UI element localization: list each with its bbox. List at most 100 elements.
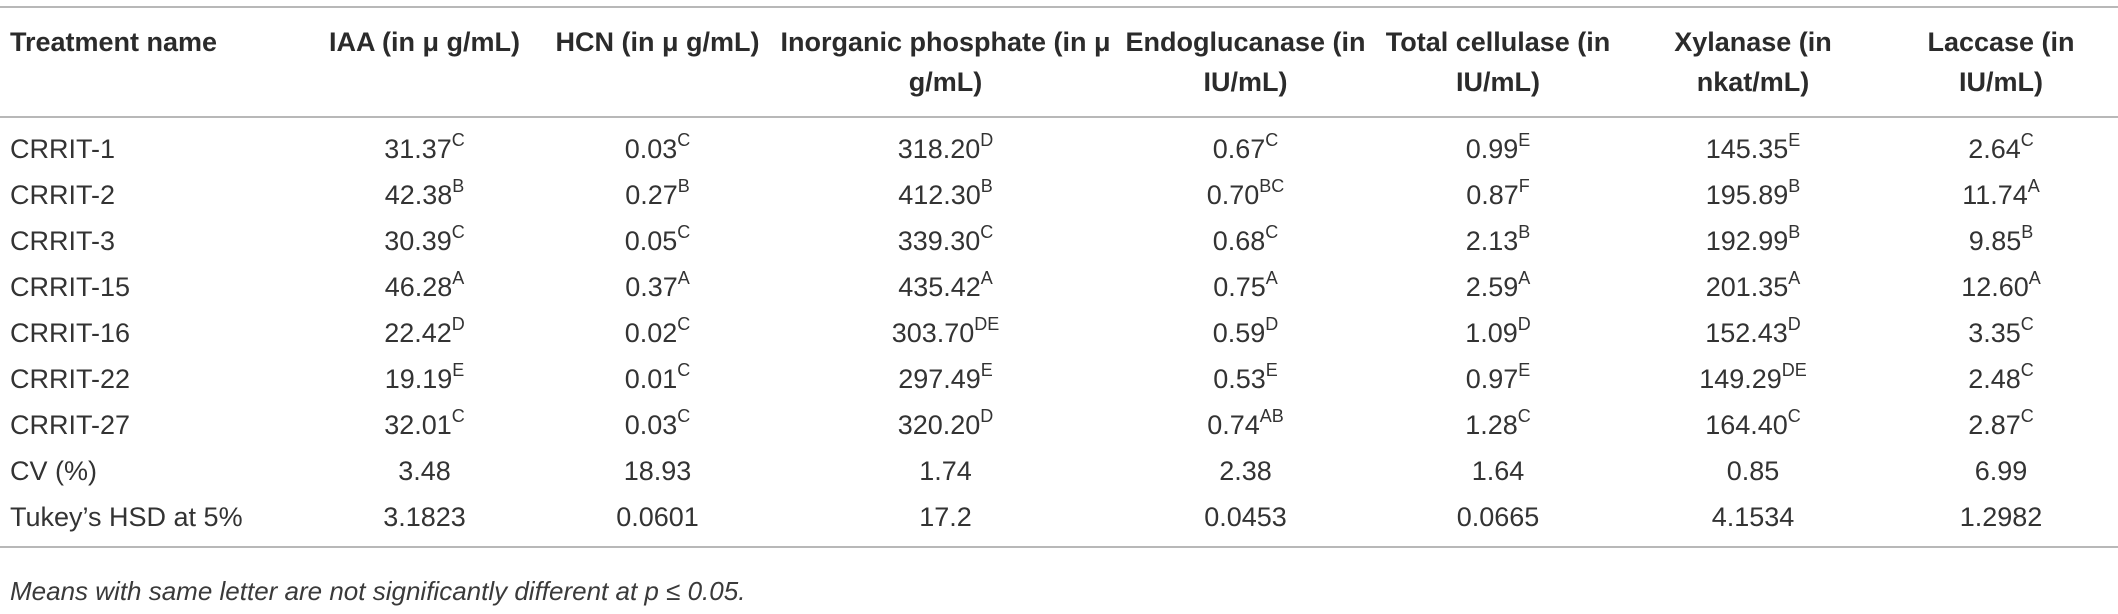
significance-letter: C: [2020, 359, 2034, 380]
cell-value: 1.28: [1465, 409, 1518, 440]
table-row: Tukey’s HSD at 5% 3.1823 0.0601 17.2 0.0453 0…: [0, 494, 2118, 547]
significance-letter: B: [1788, 221, 1801, 242]
cell-value: 0.59: [1212, 317, 1266, 348]
significance-letter: DE: [974, 313, 1000, 334]
row-treatment-name: CRRIT-15: [10, 271, 131, 302]
significance-letter: D: [451, 313, 465, 334]
significance-letter: E: [1518, 359, 1531, 380]
table-cell: 19.19E: [308, 356, 541, 402]
cell-value: 3.48: [398, 455, 451, 486]
cell-value: 201.35: [1705, 271, 1789, 302]
table-row: CRRIT-15 46.28A 0.37A 435.42A 0.75A 2.59A 201.…: [0, 264, 2118, 310]
cell-value: 9.85: [1968, 225, 2022, 256]
significance-letter: C: [677, 221, 691, 242]
row-treatment-name: CV (%): [10, 455, 97, 486]
cell-value: 1.09: [1465, 317, 1518, 348]
table-cell: 2.87C: [1884, 402, 2118, 448]
cell-value: 32.01: [384, 409, 452, 440]
significance-letter: B: [1518, 221, 1531, 242]
table-body: CRRIT-1 31.37C 0.03C 318.20D 0.67C 0.99E 145.3…: [0, 117, 2118, 547]
header-iaa: IAA (in μ g/mL): [329, 27, 520, 57]
significance-letter: C: [451, 129, 465, 150]
cell-value: 1.2982: [1959, 501, 2043, 532]
table-cell: 320.20D: [774, 402, 1117, 448]
cell-value: 12.60: [1961, 271, 2029, 302]
significance-letter: E: [1265, 359, 1278, 380]
cell-value: 17.2: [919, 501, 972, 532]
cell-value: 0.97: [1465, 363, 1519, 394]
cell-value: 149.29: [1699, 363, 1782, 394]
row-treatment-name: CRRIT-27: [10, 409, 131, 440]
table-row: CRRIT-22 19.19E 0.01C 297.49E 0.53E 0.97E 149.…: [0, 356, 2118, 402]
cell-value: 0.70: [1206, 179, 1260, 210]
table-cell: 31.37C: [308, 117, 541, 172]
row-treatment-name: CRRIT-22: [10, 363, 131, 394]
row-treatment-name: CRRIT-1: [10, 133, 116, 164]
table-cell: 2.38: [1117, 448, 1374, 494]
significance-letter: B: [1788, 175, 1801, 196]
significance-letter: A: [677, 267, 690, 288]
table-cell: 2.64C: [1884, 117, 2118, 172]
cell-value: 2.13: [1465, 225, 1519, 256]
cell-value: 339.30: [897, 225, 981, 256]
cell-value: 2.48: [1968, 363, 2021, 394]
significance-letter: D: [1787, 313, 1801, 334]
table-cell: 9.85B: [1884, 218, 2118, 264]
table-cell: 42.38B: [308, 172, 541, 218]
table-cell: 30.39C: [308, 218, 541, 264]
table-cell: 149.29DE: [1622, 356, 1884, 402]
table-cell: 0.59D: [1117, 310, 1374, 356]
table-cell: 1.2982: [1884, 494, 2118, 547]
significance-letter: C: [2020, 129, 2034, 150]
cell-value: 0.37: [625, 271, 678, 302]
cell-value: 320.20: [897, 409, 981, 440]
table-row: CRRIT-27 32.01C 0.03C 320.20D 0.74AB 1.28C 164…: [0, 402, 2118, 448]
table-footnote: Means with same letter are not significa…: [10, 576, 746, 606]
significance-letter: A: [1265, 267, 1278, 288]
cell-value: 18.93: [623, 455, 692, 486]
table-row: CRRIT-2 42.38B 0.27B 412.30B 0.70BC 0.87F 195.…: [0, 172, 2118, 218]
cell-value: 192.99: [1705, 225, 1789, 256]
significance-letter: DE: [1781, 359, 1807, 380]
table-cell: 164.40C: [1622, 402, 1884, 448]
cell-value: 0.74: [1207, 409, 1260, 440]
significance-letter: C: [1517, 405, 1531, 426]
cell-value: 152.43: [1705, 317, 1788, 348]
table-row: CV (%) 3.48 18.93 1.74 2.38 1.64 0.85 6.99: [0, 448, 2118, 494]
significance-letter: F: [1518, 175, 1530, 196]
table-cell: 0.67C: [1117, 117, 1374, 172]
cell-value: 0.0601: [616, 501, 699, 532]
table-cell: 0.99E: [1374, 117, 1622, 172]
cell-value: 0.68: [1212, 225, 1266, 256]
table-cell: 3.48: [308, 448, 541, 494]
cell-value: 435.42: [898, 271, 981, 302]
significance-letter: B: [980, 175, 993, 196]
cell-value: 1.74: [919, 455, 972, 486]
cell-value: 3.35: [1968, 317, 2021, 348]
table-cell: 201.35A: [1622, 264, 1884, 310]
table-cell: 192.99B: [1622, 218, 1884, 264]
cell-value: 42.38: [384, 179, 453, 210]
significance-letter: E: [1518, 129, 1531, 150]
header-hcn: HCN (in μ g/mL): [555, 27, 760, 57]
table-cell: 0.02C: [541, 310, 774, 356]
table-cell: 0.68C: [1117, 218, 1374, 264]
table-cell: 2.48C: [1884, 356, 2118, 402]
cell-value: 412.30: [898, 179, 981, 210]
table-cell: 32.01C: [308, 402, 541, 448]
cell-value: 2.64: [1968, 133, 2021, 164]
table-cell: 1.09D: [1374, 310, 1622, 356]
significance-letter: C: [2020, 313, 2034, 334]
table-cell: 145.35E: [1622, 117, 1884, 172]
significance-letter: A: [2027, 175, 2040, 196]
cell-value: 0.03: [624, 409, 678, 440]
table-cell: 0.75A: [1117, 264, 1374, 310]
cell-value: 0.0453: [1204, 501, 1287, 532]
significance-letter: C: [451, 405, 465, 426]
cell-value: 297.49: [898, 363, 981, 394]
significance-letter: D: [980, 405, 994, 426]
cell-value: 6.99: [1974, 455, 2028, 486]
table-cell: 0.0665: [1374, 494, 1622, 547]
significance-letter: BC: [1259, 175, 1285, 196]
cell-value: 0.75: [1213, 271, 1266, 302]
